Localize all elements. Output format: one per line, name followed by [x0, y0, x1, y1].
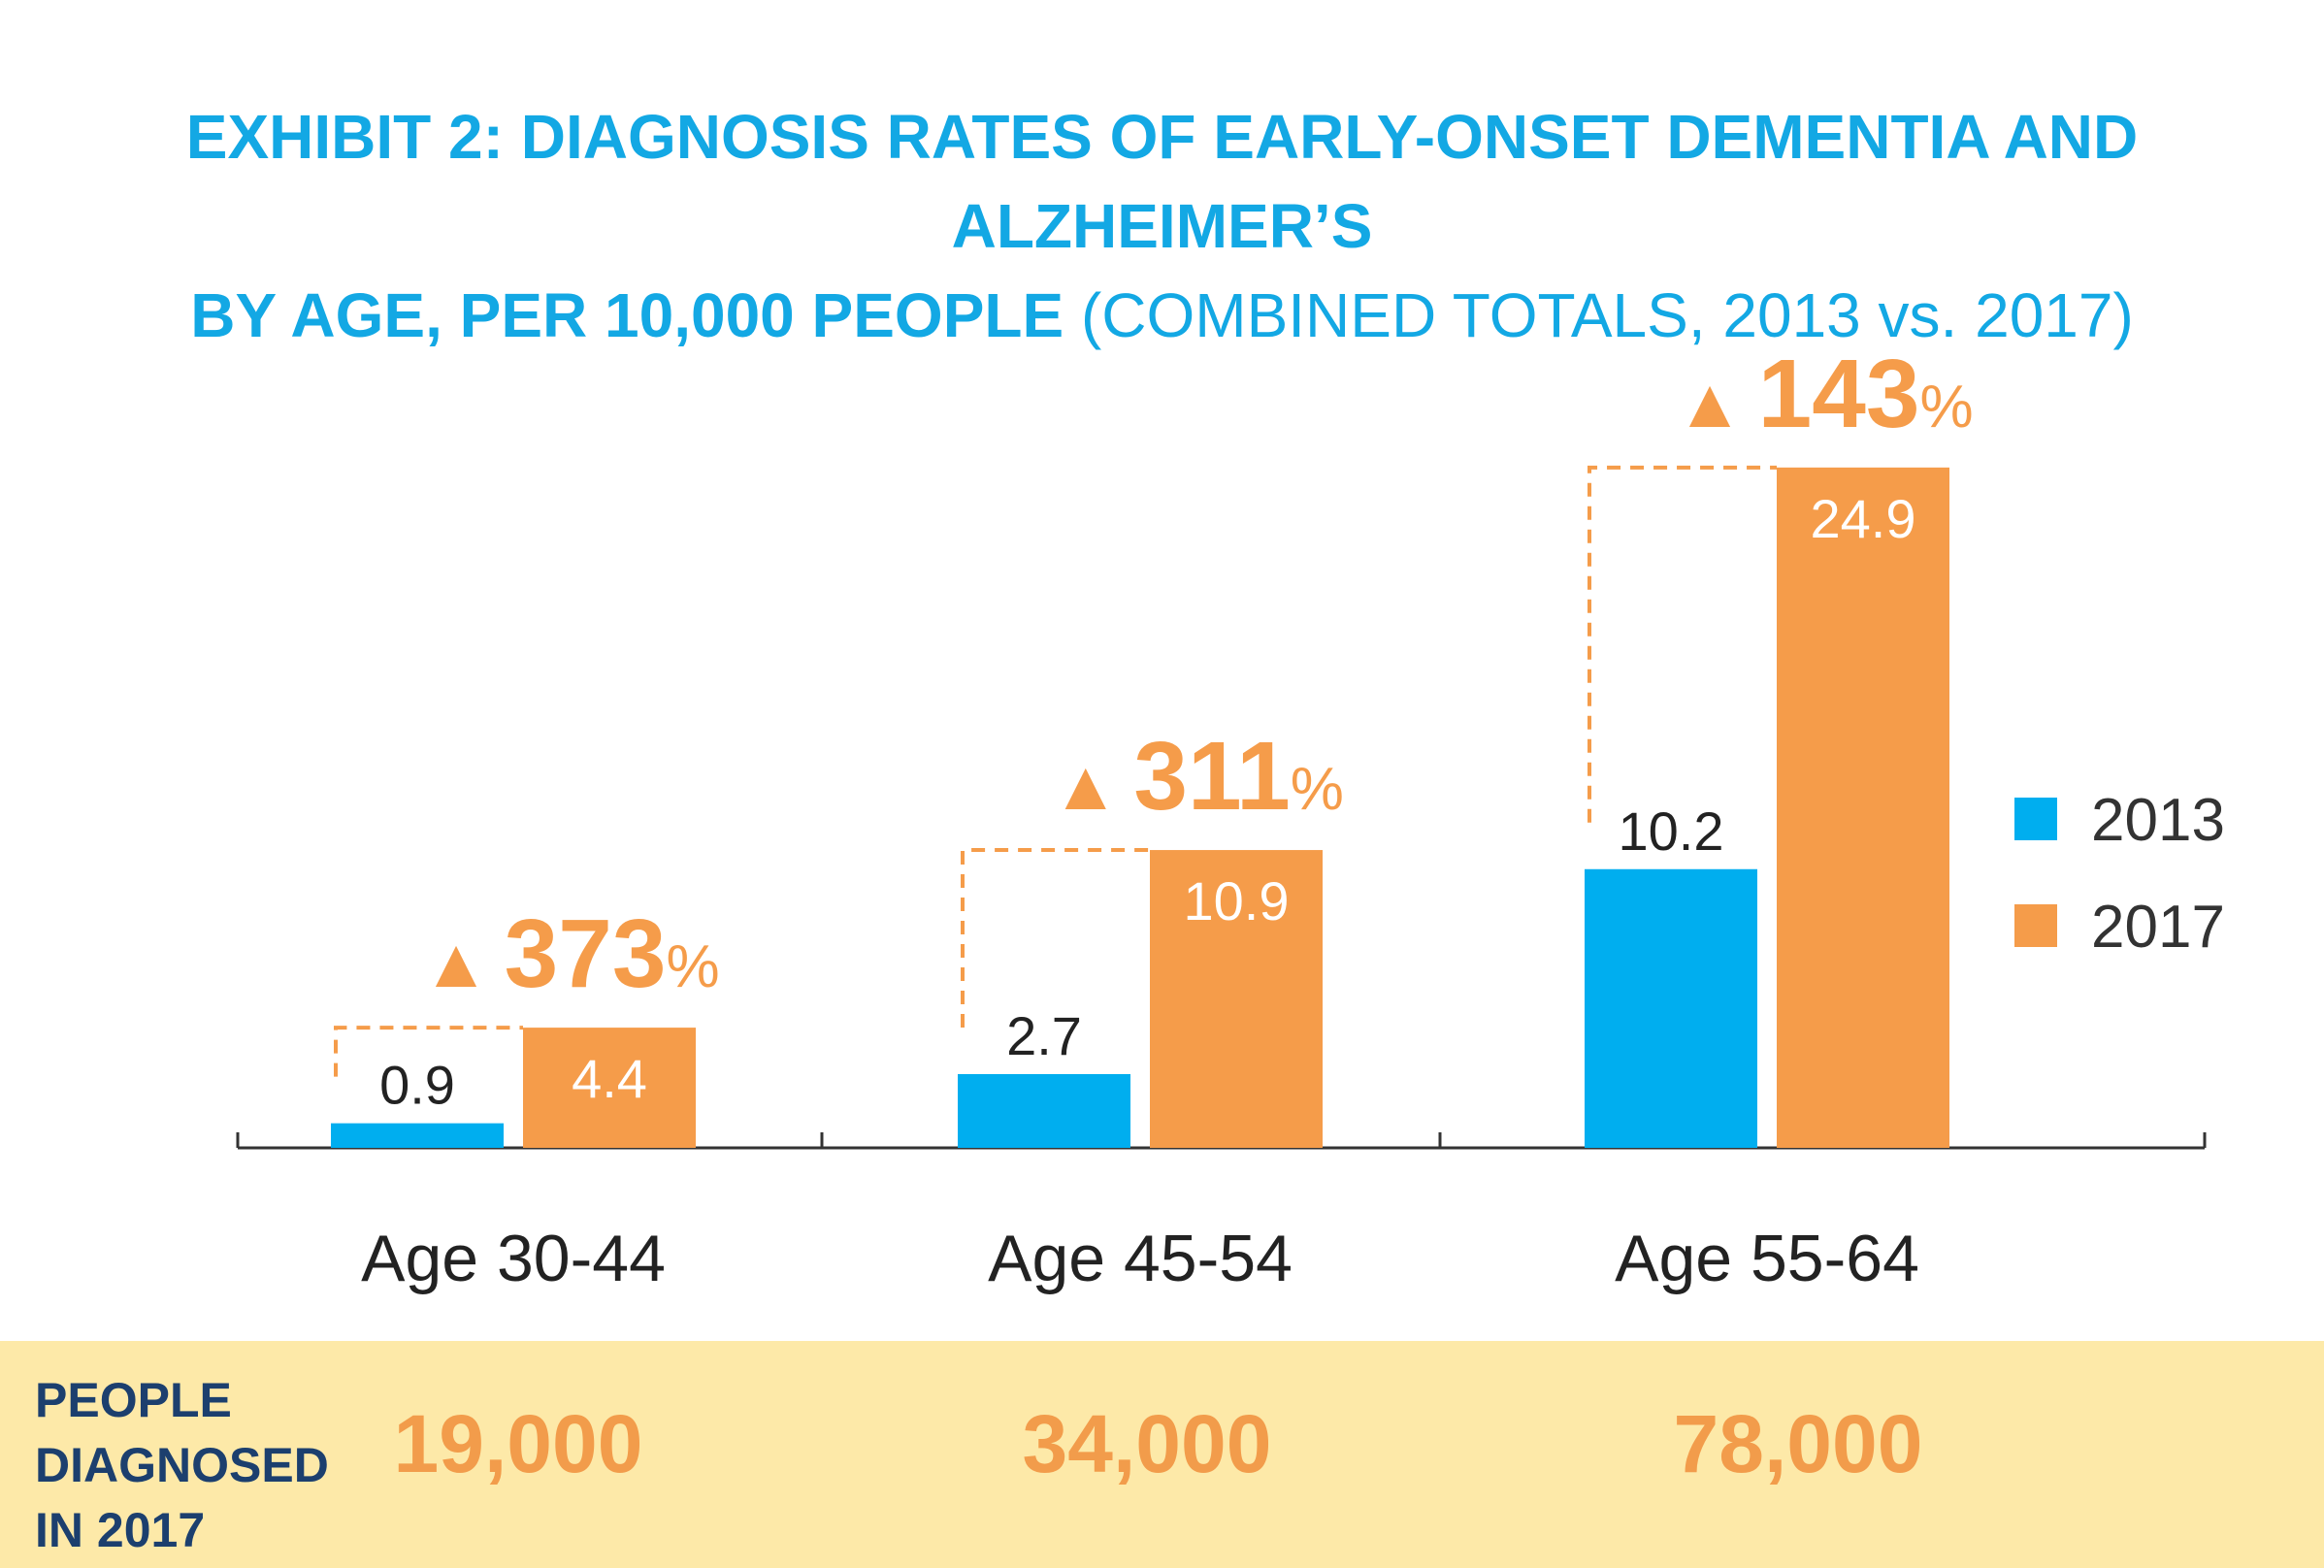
bar-2017-age-55-64: [1777, 467, 1949, 1148]
category-label-age-45-54: Age 45-54: [988, 1222, 1293, 1295]
value-label-2017-age-30-44: 4.4: [572, 1048, 647, 1109]
change-unit-age-55-64: %: [1919, 374, 1973, 441]
bar-chart: 0.9 4.4▲ 373%Age 30-442.710.9▲ 311%Age 45-5…: [236, 340, 2225, 1295]
bar-2013-age-45-54: [958, 1073, 1130, 1148]
value-label-2013-age-55-64: 10.2: [1619, 800, 1724, 862]
dashed-bracket-age-30-44: [334, 1026, 523, 1077]
title-line-1: EXHIBIT 2: DIAGNOSIS RATES OF EARLY-ONSE…: [185, 102, 2139, 261]
footer-value-age-55-64: 78,000: [1673, 1398, 1923, 1489]
category-label-age-55-64: Age 55-64: [1615, 1222, 1919, 1295]
title-line-2-bold: BY AGE, PER 10,000 PEOPLE: [190, 280, 1064, 350]
value-label-2013-age-30-44: 0.9: [379, 1055, 455, 1116]
footer-band: PEOPLE DIAGNOSED IN 2017 19,000 34,000 7…: [0, 1341, 2324, 1568]
bar-2017-age-30-44: [523, 1028, 696, 1148]
footer-label-line-3: IN 2017: [35, 1503, 206, 1557]
footer-label-line-1: PEOPLE: [35, 1373, 232, 1427]
legend-swatch-2017: [2014, 904, 2057, 947]
category-label-age-30-44: Age 30-44: [361, 1222, 666, 1295]
change-annotation-age-45-54: ▲ 311%: [1051, 722, 1344, 831]
change-annotation-age-55-64: ▲ 143%: [1675, 340, 1973, 448]
legend-label-2013: 2013: [2091, 787, 2225, 854]
footer-value-age-30-44: 19,000: [393, 1398, 643, 1489]
change-triangle-age-55-64: ▲: [1675, 365, 1744, 442]
footer-label-line-2: DIAGNOSED: [35, 1438, 329, 1492]
change-triangle-age-45-54: ▲: [1051, 747, 1120, 825]
bar-2017-age-45-54: [1150, 850, 1323, 1148]
footer-label: PEOPLE DIAGNOSED IN 2017: [35, 1368, 345, 1563]
title-line-2: BY AGE, PER 10,000 PEOPLE (COMBINED TOTA…: [0, 271, 2324, 360]
value-label-2013-age-45-54: 2.7: [1006, 1005, 1082, 1066]
footer-value-age-45-54: 34,000: [1022, 1398, 1272, 1489]
dashed-bracket-age-45-54: [961, 848, 1150, 1028]
legend-swatch-2013: [2014, 798, 2057, 840]
dashed-bracket-age-55-64: [1588, 465, 1777, 823]
title-line-2-subtitle: (COMBINED TOTALS, 2013 vs. 2017): [1080, 280, 2134, 350]
bar-2013-age-55-64: [1585, 868, 1757, 1148]
change-unit-age-30-44: %: [666, 933, 719, 1000]
chart-title: EXHIBIT 2: DIAGNOSIS RATES OF EARLY-ONSE…: [0, 92, 2324, 360]
change-value-age-30-44: 373: [505, 899, 667, 1008]
value-label-2017-age-45-54: 10.9: [1184, 870, 1290, 931]
change-value-age-45-54: 311: [1133, 722, 1290, 831]
change-value-age-55-64: 143: [1758, 340, 1920, 448]
legend-label-2017: 2017: [2091, 894, 2225, 961]
bar-2013-age-30-44: [331, 1123, 504, 1148]
change-unit-age-45-54: %: [1291, 756, 1344, 823]
change-triangle-age-30-44: ▲: [421, 925, 490, 1002]
change-annotation-age-30-44: ▲ 373%: [421, 899, 719, 1008]
value-label-2017-age-55-64: 24.9: [1811, 488, 1916, 549]
